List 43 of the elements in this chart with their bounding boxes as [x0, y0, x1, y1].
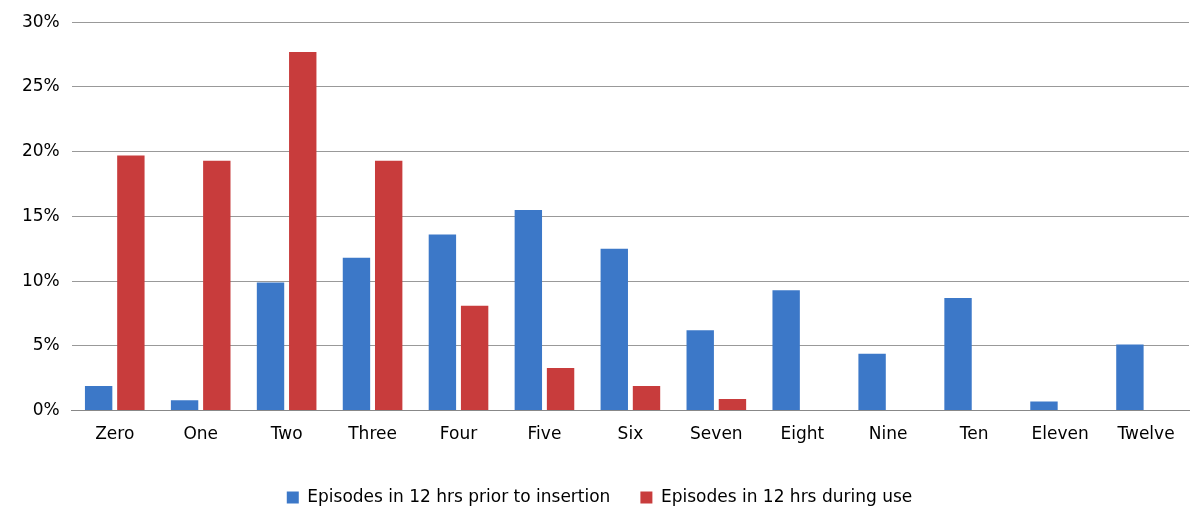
bar [858, 353, 886, 411]
x-tick-label: Nine [868, 423, 908, 444]
x-tick-label: Six [617, 423, 644, 444]
bar [342, 257, 371, 411]
x-tick-label: Four [439, 423, 478, 444]
y-tick-label: 30% [21, 10, 60, 31]
y-tick-label: 20% [21, 140, 60, 161]
bar [514, 209, 543, 411]
bar [1116, 344, 1144, 411]
x-tick-label: Three [347, 423, 397, 444]
bar [170, 400, 199, 411]
x-tick-label: Ten [958, 423, 989, 444]
bar [600, 248, 628, 411]
y-tick-label: 5% [32, 334, 60, 355]
x-tick-label: Eight [780, 423, 825, 444]
bar [256, 282, 285, 411]
bar [84, 386, 113, 411]
x-tick-label: Seven [690, 423, 743, 444]
y-tick-label: 15% [21, 204, 60, 225]
legend-label: Episodes in 12 hrs during use [660, 485, 913, 506]
legend-label: Episodes in 12 hrs prior to insertion [307, 485, 611, 506]
y-tick-label: 25% [21, 75, 60, 96]
bar [772, 290, 800, 411]
bar [203, 160, 231, 411]
bar [117, 155, 145, 411]
x-tick-label: Five [527, 423, 562, 444]
x-tick-label: Zero [95, 423, 135, 444]
x-tick-label: Two [269, 423, 303, 444]
bar [460, 305, 489, 411]
bar [632, 386, 661, 411]
y-tick-label: 0% [32, 399, 60, 420]
x-tick-label: Eleven [1031, 423, 1089, 444]
bar [718, 398, 747, 411]
bar [1030, 401, 1058, 411]
bar [374, 160, 403, 411]
bar [289, 51, 317, 411]
x-tick-label: Twelve [1116, 423, 1175, 444]
bar [428, 234, 457, 411]
x-tick-label: One [183, 423, 219, 444]
y-tick-label: 10% [21, 269, 60, 290]
bar [686, 330, 714, 411]
bar [944, 297, 972, 411]
bar [546, 367, 575, 411]
